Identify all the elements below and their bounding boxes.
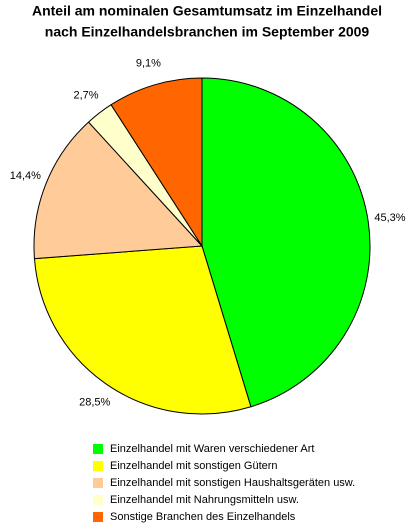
legend-label: Einzelhandel mit Nahrungsmitteln usw. [110,494,299,506]
data-label: 9,1% [136,58,161,70]
legend-swatch [93,512,103,522]
data-label: 2,7% [73,89,98,101]
legend-label: Einzelhandel mit Waren verschiedener Art [110,443,314,455]
chart-title: Anteil am nominalen Gesamtumsatz im Einz… [32,3,382,19]
legend-swatch [93,461,103,471]
pie-slice [201,77,371,408]
data-label: 28,5% [79,397,110,409]
chart-title: nach Einzelhandelsbranchen im September … [45,24,370,40]
legend-swatch [93,444,103,454]
pie-slice [33,121,204,260]
pie-slice [33,245,252,415]
legend-label: Einzelhandel mit sonstigen Gütern [110,460,278,472]
legend-label: Einzelhandel mit sonstigen Haushaltsgerä… [110,477,355,489]
data-label: 14,4% [10,170,41,182]
legend-swatch [93,495,103,505]
legend-label: Sonstige Branchen des Einzelhandels [110,511,296,523]
legend-swatch [93,478,103,488]
pie-slice [110,77,203,248]
data-label: 45,3% [374,212,405,224]
